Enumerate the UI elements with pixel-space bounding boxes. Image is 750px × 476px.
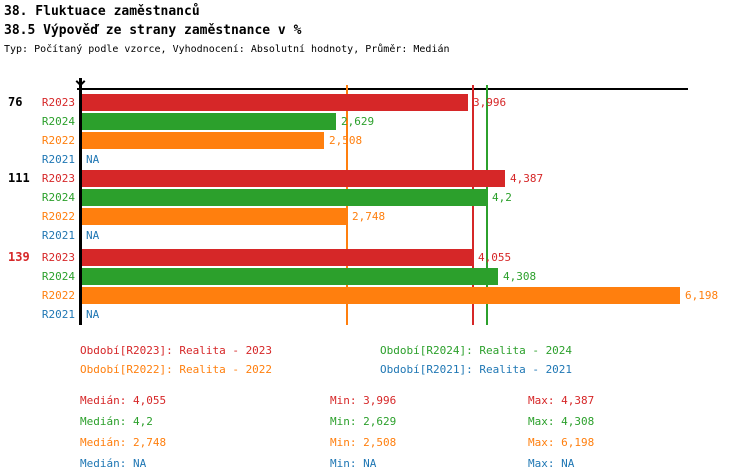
stat-median-R2024: Medián: 4,2 bbox=[80, 415, 153, 428]
bar-R2023 bbox=[82, 94, 468, 111]
bar-value-label: 2,629 bbox=[341, 115, 375, 128]
series-row-label: R2022 bbox=[41, 289, 75, 302]
bar-value-label: 4,387 bbox=[510, 172, 544, 185]
na-value-label: NA bbox=[86, 153, 100, 166]
series-row-label: R2024 bbox=[41, 115, 75, 128]
report-title: 38. Fluktuace zaměstnanců bbox=[4, 4, 200, 19]
group-label: 139 bbox=[8, 250, 30, 264]
chart-top-axis-line bbox=[77, 88, 688, 90]
series-row-label: R2023 bbox=[41, 96, 75, 109]
stat-median-R2022: Medián: 2,748 bbox=[80, 436, 167, 449]
series-row-label: R2024 bbox=[41, 191, 75, 204]
stat-min-R2022: Min: 2,508 bbox=[330, 436, 397, 449]
group-label: 111 bbox=[8, 171, 30, 185]
na-value-label: NA bbox=[86, 308, 100, 321]
series-row-label: R2023 bbox=[41, 251, 75, 264]
stat-median-R2023: Medián: 4,055 bbox=[80, 394, 167, 407]
bar-R2024 bbox=[82, 189, 487, 206]
legend-entry-R2024: Období[R2024]: Realita - 2024 bbox=[380, 344, 573, 357]
bar-value-label: 4,308 bbox=[503, 270, 537, 283]
bar-R2022 bbox=[82, 287, 680, 304]
stat-median-R2021: Medián: NA bbox=[80, 457, 147, 470]
bar-value-label: 2,508 bbox=[329, 134, 363, 147]
bar-value-label: 4,055 bbox=[478, 251, 512, 264]
series-row-label: R2021 bbox=[41, 229, 75, 242]
report-subtitle-indicator: 38.5 Výpověď ze strany zaměstnance v % bbox=[4, 23, 302, 38]
series-row-label: R2022 bbox=[41, 134, 75, 147]
stat-min-R2023: Min: 3,996 bbox=[330, 394, 397, 407]
legend-entry-R2021: Období[R2021]: Realita - 2021 bbox=[380, 363, 573, 376]
stat-min-R2021: Min: NA bbox=[330, 457, 377, 470]
bar-R2022 bbox=[82, 208, 347, 225]
bar-value-label: 6,198 bbox=[685, 289, 719, 302]
bar-R2024 bbox=[82, 268, 498, 285]
series-row-label: R2021 bbox=[41, 153, 75, 166]
bar-R2023 bbox=[82, 249, 473, 266]
legend-entry-R2023: Období[R2023]: Realita - 2023 bbox=[80, 344, 273, 357]
stat-max-R2024: Max: 4,308 bbox=[528, 415, 595, 428]
median-line-R2024 bbox=[486, 85, 488, 325]
series-row-label: R2024 bbox=[41, 270, 75, 283]
stat-min-R2024: Min: 2,629 bbox=[330, 415, 397, 428]
bar-R2024 bbox=[82, 113, 336, 130]
series-row-label: R2023 bbox=[41, 172, 75, 185]
stat-max-R2023: Max: 4,387 bbox=[528, 394, 595, 407]
chart-vertical-axis bbox=[79, 78, 82, 325]
group-label: 76 bbox=[8, 95, 23, 109]
na-value-label: NA bbox=[86, 229, 100, 242]
report-settings-line: Typ: Počítaný podle vzorce, Vyhodnocení:… bbox=[4, 44, 450, 55]
bar-R2022 bbox=[82, 132, 324, 149]
stat-max-R2021: Max: NA bbox=[528, 457, 575, 470]
series-row-label: R2021 bbox=[41, 308, 75, 321]
series-row-label: R2022 bbox=[41, 210, 75, 223]
bar-value-label: 2,748 bbox=[352, 210, 386, 223]
bar-value-label: 4,2 bbox=[492, 191, 512, 204]
bar-R2023 bbox=[82, 170, 505, 187]
legend-entry-R2022: Období[R2022]: Realita - 2022 bbox=[80, 363, 273, 376]
stat-max-R2022: Max: 6,198 bbox=[528, 436, 595, 449]
bar-value-label: 3,996 bbox=[473, 96, 507, 109]
